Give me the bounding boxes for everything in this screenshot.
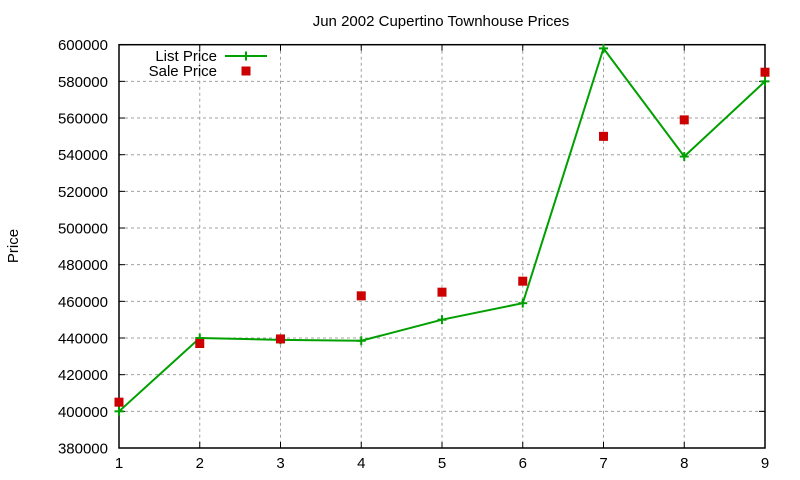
x-tick-label: 5 xyxy=(438,455,446,472)
y-tick-label: 580000 xyxy=(58,74,108,91)
data-point xyxy=(356,291,366,301)
legend-label-list-price: List Price xyxy=(155,48,217,65)
data-point xyxy=(760,76,770,86)
x-tick-label: 6 xyxy=(519,455,527,472)
data-point xyxy=(114,406,124,416)
y-tick-label: 380000 xyxy=(58,441,108,458)
data-point xyxy=(195,339,205,349)
data-point xyxy=(276,334,285,344)
data-point xyxy=(599,43,608,53)
x-axis-ticks: 1 2 3 4 5 6 7 8 9 xyxy=(115,44,769,472)
x-tick-label: 7 xyxy=(599,455,607,472)
y-axis-label: Price xyxy=(5,229,22,263)
series-sale-price xyxy=(114,67,770,407)
legend-label-sale-price: Sale Price xyxy=(149,63,217,80)
gridlines xyxy=(119,44,765,448)
y-tick-label: 480000 xyxy=(58,257,108,274)
y-tick-label: 600000 xyxy=(58,37,108,54)
x-tick-label: 1 xyxy=(115,455,123,472)
data-point xyxy=(437,287,447,297)
square-marker-icon xyxy=(241,66,251,76)
data-point xyxy=(518,298,528,308)
x-tick-label: 3 xyxy=(276,455,284,472)
series-list-price xyxy=(114,43,770,416)
x-tick-label: 2 xyxy=(196,455,204,472)
legend: List Price Sale Price xyxy=(149,48,267,80)
y-tick-label: 460000 xyxy=(58,294,108,311)
y-tick-label: 420000 xyxy=(58,367,108,384)
line-plus-icon xyxy=(225,51,267,61)
y-tick-label: 520000 xyxy=(58,184,108,201)
y-axis-ticks: 380000 400000 420000 440000 460000 480000 5000… xyxy=(58,37,765,458)
x-tick-label: 8 xyxy=(680,455,688,472)
series-layer xyxy=(114,43,770,416)
data-point xyxy=(356,336,366,346)
legend-item-sale-price: Sale Price xyxy=(149,63,251,80)
data-point xyxy=(679,152,689,162)
x-tick-label: 4 xyxy=(357,455,365,472)
data-point xyxy=(437,315,447,325)
y-tick-label: 440000 xyxy=(58,331,108,348)
data-point xyxy=(679,115,689,125)
y-tick-label: 540000 xyxy=(58,147,108,164)
plot-frame xyxy=(118,43,766,449)
y-tick-label: 560000 xyxy=(58,111,108,128)
data-point xyxy=(114,397,124,407)
data-point xyxy=(599,131,608,141)
y-tick-label: 500000 xyxy=(58,221,108,238)
legend-item-list-price: List Price xyxy=(155,48,267,65)
chart-title: Jun 2002 Cupertino Townhouse Prices xyxy=(313,13,570,30)
x-tick-label: 9 xyxy=(761,455,769,472)
data-point xyxy=(518,276,528,286)
y-tick-label: 400000 xyxy=(58,404,108,421)
data-point xyxy=(760,67,770,77)
